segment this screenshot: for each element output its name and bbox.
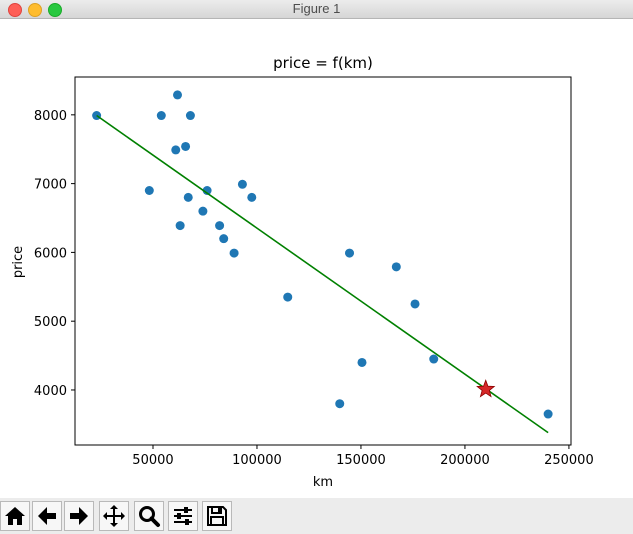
data-point: [237, 179, 247, 189]
x-tick-label: 50000: [132, 453, 173, 468]
regression-series: [96, 114, 549, 434]
y-tick-label: 4000: [34, 384, 67, 399]
data-point: [185, 111, 195, 121]
close-window-button[interactable]: [8, 3, 22, 17]
back-button[interactable]: [32, 501, 62, 531]
chart-title: price = f(km): [273, 54, 373, 72]
data-point: [198, 206, 208, 216]
data-point: [429, 354, 439, 364]
data-point: [183, 192, 193, 202]
data-point: [156, 111, 166, 121]
navigation-toolbar: [0, 498, 633, 534]
scatter-series: [92, 90, 553, 419]
data-point: [229, 248, 239, 258]
configure-subplots-button[interactable]: [168, 501, 198, 531]
data-point: [175, 221, 185, 231]
data-point: [543, 409, 553, 419]
zoom-button[interactable]: [134, 501, 164, 531]
x-axis-label: km: [313, 475, 333, 490]
data-point: [144, 185, 154, 195]
sliders-icon: [174, 507, 192, 525]
x-tick-label: 250000: [544, 453, 594, 468]
maximize-window-button[interactable]: [48, 3, 62, 17]
y-tick-label: 6000: [34, 246, 67, 261]
data-point: [181, 141, 191, 151]
data-point: [202, 185, 212, 195]
home-icon: [5, 507, 25, 525]
window-titlebar: Figure 1: [0, 0, 633, 19]
data-point: [410, 299, 420, 309]
save-button[interactable]: [202, 501, 232, 531]
regression-line: [96, 114, 549, 434]
x-tick-label: 100000: [232, 453, 282, 468]
data-point: [345, 248, 355, 258]
data-point: [171, 145, 181, 155]
data-point: [335, 399, 345, 409]
plot-area: [74, 76, 572, 446]
prediction-series: [476, 379, 496, 398]
x-tick-label: 200000: [440, 453, 490, 468]
pan-button[interactable]: [99, 501, 129, 531]
magnifier-icon: [139, 506, 160, 527]
data-point: [391, 262, 401, 272]
y-axis-label: price: [11, 246, 26, 278]
data-point: [247, 192, 257, 202]
data-point: [283, 292, 293, 302]
data-point: [357, 357, 367, 367]
prediction-star: [476, 379, 496, 398]
move-icon: [103, 505, 125, 527]
data-point: [219, 234, 229, 244]
data-point: [173, 90, 183, 100]
axis-ticks: 50000 100000 150000 200000 250000 4000 5000 600…: [34, 109, 594, 468]
data-point: [215, 221, 225, 231]
floppy-disk-icon: [207, 506, 227, 526]
forward-button[interactable]: [64, 501, 94, 531]
arrow-left-icon: [38, 507, 56, 525]
y-tick-label: 7000: [34, 178, 67, 193]
figure-canvas: price = f(km) 50000 100000 150000 200000 250…: [11, 54, 594, 490]
arrow-right-icon: [70, 507, 88, 525]
y-tick-label: 8000: [34, 109, 67, 124]
minimize-window-button[interactable]: [28, 3, 42, 17]
window-title: Figure 1: [292, 1, 341, 16]
x-tick-label: 150000: [336, 453, 386, 468]
home-button[interactable]: [0, 501, 30, 531]
y-tick-label: 5000: [34, 315, 67, 330]
